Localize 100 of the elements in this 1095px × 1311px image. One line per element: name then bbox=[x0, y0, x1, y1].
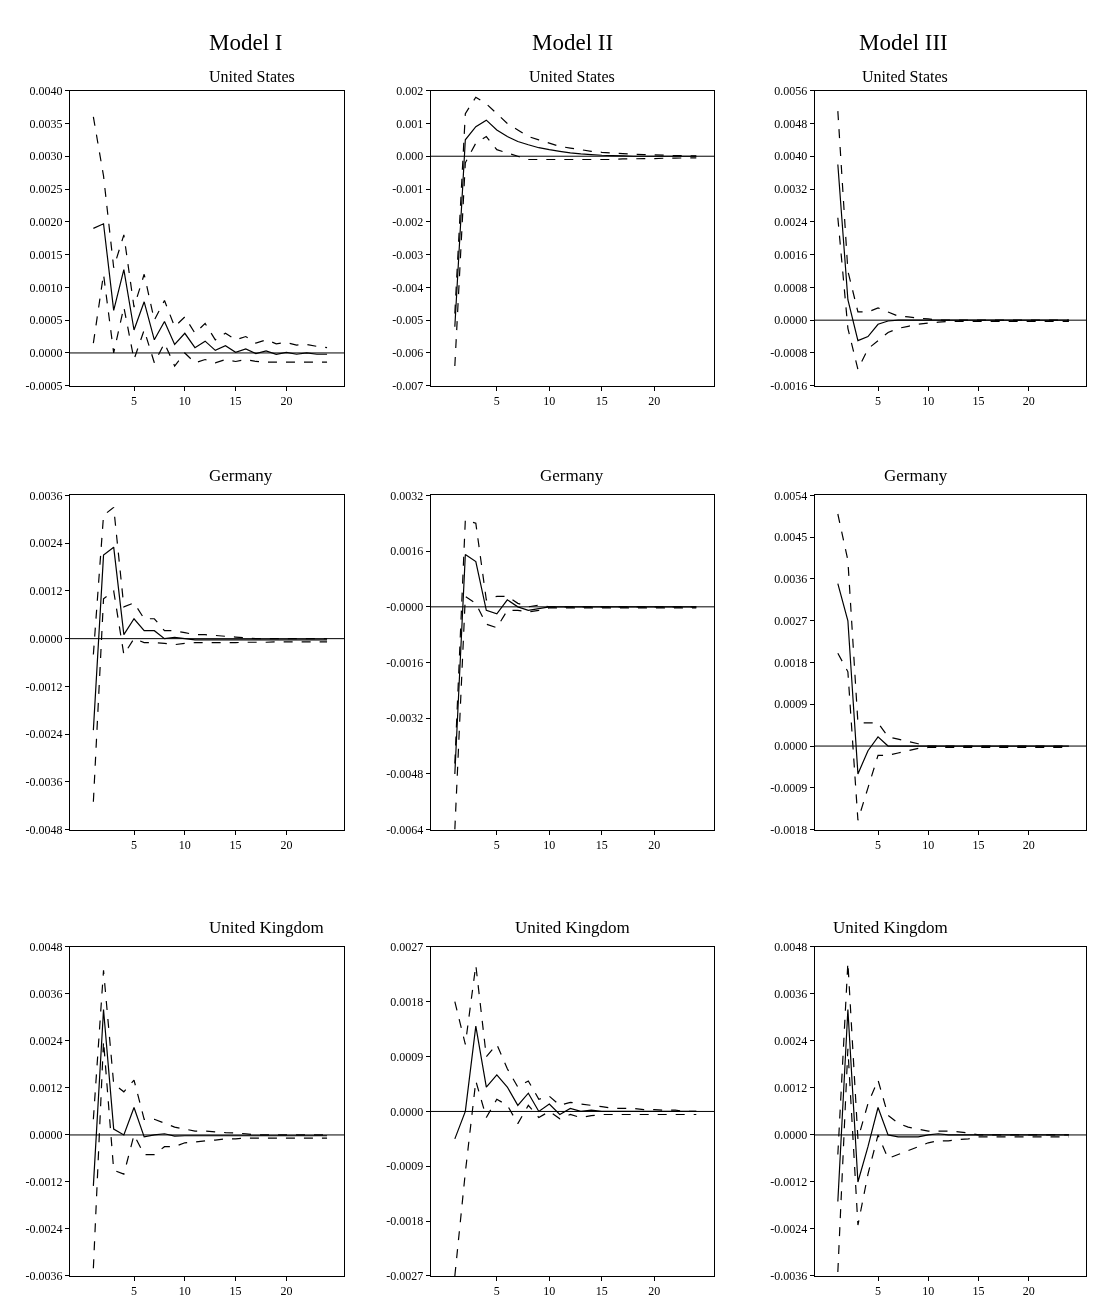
y-tick-label: 0.0012 bbox=[29, 584, 63, 599]
y-tick-label: -0.0012 bbox=[770, 1175, 808, 1190]
y-tick-label: 0.0000 bbox=[29, 346, 63, 361]
y-tick-label: 0.0000 bbox=[29, 1128, 63, 1143]
x-tick-label: 20 bbox=[1022, 1284, 1035, 1299]
x-tick-label: 5 bbox=[493, 838, 500, 853]
y-tick-label: -0.0008 bbox=[770, 346, 808, 361]
y-tick-label: -0.0024 bbox=[25, 1222, 63, 1237]
x-tick-label: 5 bbox=[875, 1284, 882, 1299]
y-tick-label: 0.0015 bbox=[29, 247, 63, 262]
y-tick-label: 0.0054 bbox=[774, 488, 808, 503]
y-tick-label: 0.0000 bbox=[29, 631, 63, 646]
x-tick-label: 20 bbox=[1022, 394, 1035, 409]
y-tick-label: -0.0018 bbox=[770, 822, 808, 837]
y-tick-label: -0.0036 bbox=[25, 1269, 63, 1284]
y-tick-label: -0.001 bbox=[392, 182, 424, 197]
x-tick-label: 10 bbox=[178, 838, 191, 853]
chart-title: Model II bbox=[532, 30, 614, 55]
x-tick-label: 5 bbox=[875, 838, 882, 853]
y-tick-label: -0.0005 bbox=[25, 378, 63, 393]
y-tick-label: -0.0048 bbox=[25, 822, 63, 837]
chart-title: Model I bbox=[209, 30, 283, 55]
y-tick-label: -0.002 bbox=[392, 215, 424, 229]
y-tick-label: -0.004 bbox=[392, 280, 424, 295]
y-tick-label: 0.0000 bbox=[774, 739, 808, 754]
y-tick-label: -0.0036 bbox=[25, 775, 63, 790]
chart-title: United Kingdom bbox=[209, 918, 324, 937]
y-tick-label: 0.0040 bbox=[29, 83, 63, 98]
x-tick-label: 10 bbox=[543, 394, 556, 409]
x-tick-label: 5 bbox=[131, 1284, 138, 1299]
y-tick-label: 0.0010 bbox=[29, 280, 63, 295]
x-tick-label: 15 bbox=[595, 394, 608, 409]
y-tick-label: -0.0064 bbox=[386, 822, 424, 837]
y-tick-label: 0.0036 bbox=[29, 488, 63, 503]
y-tick-label: 0.0045 bbox=[774, 530, 808, 545]
x-tick-label: 15 bbox=[595, 1284, 608, 1299]
chart-title: Germany bbox=[209, 466, 273, 485]
y-tick-label: 0.0027 bbox=[390, 940, 424, 955]
y-tick-label: -0.0032 bbox=[386, 711, 424, 726]
y-tick-label: -0.0009 bbox=[386, 1159, 424, 1174]
chart-title: United Kingdom bbox=[515, 918, 630, 937]
x-tick-label: 15 bbox=[972, 394, 985, 409]
x-tick-label: 10 bbox=[922, 838, 935, 853]
y-tick-label: 0.0000 bbox=[774, 1128, 808, 1143]
x-tick-label: 5 bbox=[131, 838, 138, 853]
y-tick-label: 0.0012 bbox=[774, 1081, 808, 1096]
y-tick-label: -0.0000 bbox=[386, 600, 424, 615]
chart-title: Germany bbox=[540, 466, 604, 485]
x-tick-label: 15 bbox=[595, 838, 608, 853]
y-tick-label: 0.0035 bbox=[29, 116, 63, 131]
y-tick-label: -0.0048 bbox=[386, 767, 424, 782]
x-tick-label: 20 bbox=[280, 394, 293, 409]
chart-subtitle: United States bbox=[862, 68, 948, 85]
y-tick-label: 0.0024 bbox=[29, 1034, 63, 1049]
x-tick-label: 5 bbox=[131, 394, 138, 409]
y-tick-label: -0.005 bbox=[392, 313, 424, 328]
x-tick-label: 20 bbox=[648, 838, 661, 853]
y-tick-label: 0.0008 bbox=[774, 280, 808, 295]
x-tick-label: 20 bbox=[1022, 838, 1035, 853]
x-tick-label: 10 bbox=[178, 394, 191, 409]
x-tick-label: 15 bbox=[229, 1284, 242, 1299]
x-tick-label: 15 bbox=[972, 1284, 985, 1299]
y-tick-label: 0.0012 bbox=[29, 1081, 63, 1096]
y-tick-label: 0.0024 bbox=[774, 215, 808, 229]
y-tick-label: 0.0020 bbox=[29, 215, 63, 229]
y-tick-label: -0.0012 bbox=[25, 1175, 63, 1190]
y-tick-label: -0.0009 bbox=[770, 781, 808, 796]
y-tick-label: 0.0030 bbox=[29, 149, 63, 164]
y-tick-label: 0.0009 bbox=[774, 697, 808, 712]
x-tick-label: 15 bbox=[229, 394, 242, 409]
y-tick-label: 0.0036 bbox=[774, 987, 808, 1002]
x-tick-label: 20 bbox=[648, 1284, 661, 1299]
y-tick-label: 0.001 bbox=[396, 116, 424, 131]
chart-subtitle: United States bbox=[529, 68, 615, 85]
y-tick-label: 0.0016 bbox=[774, 247, 808, 262]
x-tick-label: 10 bbox=[922, 394, 935, 409]
x-tick-label: 10 bbox=[922, 1284, 935, 1299]
y-tick-label: 0.0056 bbox=[774, 83, 808, 98]
y-tick-label: 0.0024 bbox=[29, 536, 63, 551]
x-tick-label: 5 bbox=[493, 1284, 500, 1299]
x-tick-label: 20 bbox=[280, 838, 293, 853]
chart-title: Germany bbox=[884, 466, 948, 485]
y-tick-label: 0.0000 bbox=[390, 1104, 424, 1119]
y-tick-label: 0.0040 bbox=[774, 149, 808, 164]
y-tick-label: 0.0032 bbox=[774, 182, 808, 197]
chart-title: United Kingdom bbox=[833, 918, 948, 937]
x-tick-label: 10 bbox=[178, 1284, 191, 1299]
y-tick-label: -0.003 bbox=[392, 247, 424, 262]
y-tick-label: 0.0016 bbox=[390, 544, 424, 559]
y-tick-label: 0.0027 bbox=[774, 613, 808, 628]
y-tick-label: -0.0018 bbox=[386, 1214, 424, 1229]
y-tick-label: 0.0009 bbox=[390, 1049, 424, 1064]
y-tick-label: 0.0000 bbox=[774, 313, 808, 328]
y-tick-label: 0.0032 bbox=[390, 488, 424, 503]
y-tick-label: -0.0016 bbox=[386, 655, 424, 670]
y-tick-label: -0.0024 bbox=[25, 727, 63, 742]
y-tick-label: -0.007 bbox=[392, 378, 424, 393]
y-tick-label: -0.0036 bbox=[770, 1269, 808, 1284]
x-tick-label: 20 bbox=[280, 1284, 293, 1299]
y-tick-label: 0.0024 bbox=[774, 1034, 808, 1049]
